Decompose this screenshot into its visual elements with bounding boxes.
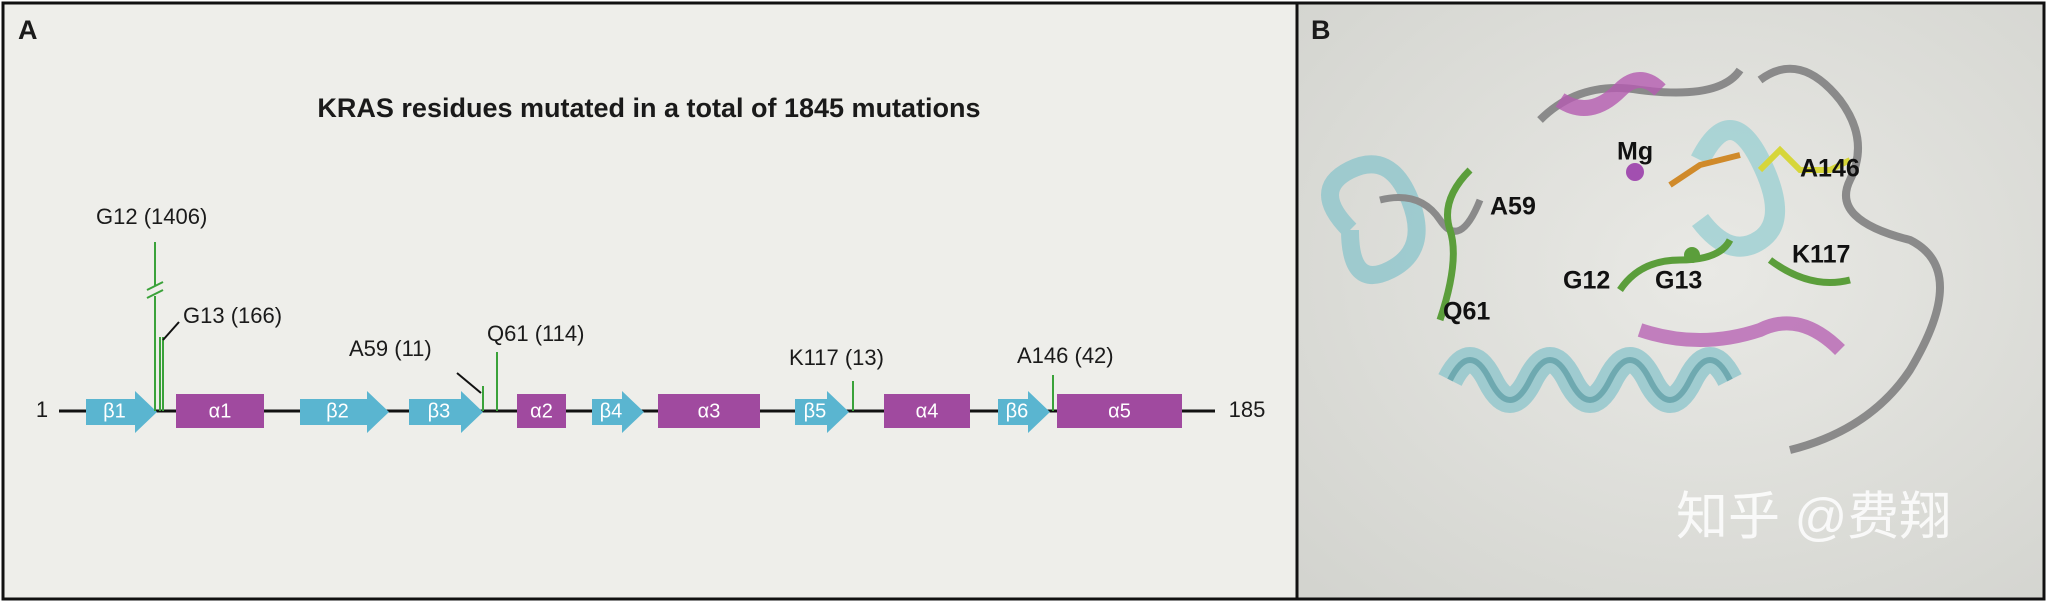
panel-label: B [1311,15,1331,45]
title: KRAS residues mutated in a total of 1845… [317,93,980,123]
mutation-label: G12 (1406) [96,204,207,229]
mutation-label: A59 (11) [349,336,432,361]
domain-label: β5 [804,400,827,422]
domain-label: β4 [600,400,623,422]
mutation-line [456,372,482,394]
residue-label: Q61 [1443,298,1490,326]
domain-label: β1 [103,400,126,422]
domain-label: β3 [428,400,451,422]
panel-a-frame [1,1,1299,601]
mutation-label: Q61 (114) [487,321,584,346]
sequence-start: 1 [36,397,48,422]
alpha-helix [517,394,566,428]
beta-strand [409,391,483,433]
panel-label: A [18,15,38,45]
mutation-label: A146 (42) [1017,343,1114,368]
beta-strand [86,391,157,433]
mutation-line [162,321,180,341]
alpha-helix [658,394,760,428]
domain-label: β6 [1006,400,1029,422]
domain-label: β2 [326,400,349,422]
domain-label: α3 [698,400,721,422]
residue-label: A146 [1800,155,1860,183]
mutation-line [146,281,164,291]
mutation-line [146,289,164,299]
mutation-label: K117 (13) [789,345,884,370]
beta-strand [300,391,389,433]
mutation-label: G13 (166) [183,303,282,328]
residue-label: Mg [1617,138,1653,166]
alpha-helix [176,394,264,428]
residue-label: G12 [1563,267,1610,295]
protein-structure [1321,64,1944,454]
domain-label: α4 [916,400,939,422]
domain-label: α2 [530,400,553,422]
beta-strand [795,391,849,433]
alpha-helix [884,394,970,428]
residue-label: A59 [1490,193,1536,221]
sequence-end: 185 [1229,397,1266,422]
beta-strand [998,391,1050,433]
residue-label: K117 [1792,241,1850,269]
alpha-helix [1057,394,1182,428]
watermark: 知乎 @费翔 [1676,489,1951,547]
residue-label: G13 [1655,267,1702,295]
domain-label: α5 [1108,400,1131,422]
domain-label: α1 [209,400,232,422]
panel-b-frame [1295,1,2046,601]
beta-strand [592,391,644,433]
